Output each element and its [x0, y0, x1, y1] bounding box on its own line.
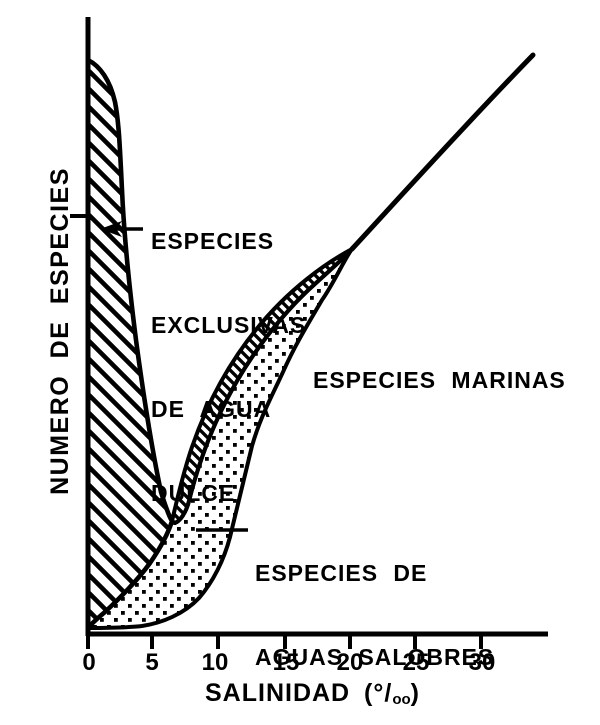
- x-axis-label: SALINIDAD (°/oo): [205, 679, 420, 711]
- x-tick-label-0: 0: [82, 649, 96, 676]
- x-axis-label-prefix: SALINIDAD (°/: [205, 679, 393, 707]
- x-axis-label-permille: oo: [392, 691, 411, 708]
- freshwater-band-upper: [170, 247, 354, 525]
- x-axis-ticks: [86, 636, 483, 649]
- brackish-annotation: ESPECIES DE AGUAS SALOBRES: [255, 503, 494, 699]
- freshwater-annotation-line3: DE AGUA: [151, 396, 272, 422]
- freshwater-annotation-line4: DULCE: [151, 480, 236, 506]
- x-tick-label-30: 30: [468, 649, 496, 676]
- brackish-annotation-line1: ESPECIES DE: [255, 560, 428, 586]
- x-axis-label-suffix: ): [410, 679, 420, 707]
- x-tick-label-20: 20: [336, 649, 364, 676]
- x-tick-label-25: 25: [402, 649, 430, 676]
- x-tick-label-10: 10: [201, 649, 229, 676]
- freshwater-annotation-line1: ESPECIES: [151, 228, 275, 254]
- y-axis-label: NUMERO DE ESPECIES: [46, 167, 74, 495]
- freshwater-annotation: ESPECIES EXCLUSIVAS DE AGUA DULCE: [151, 171, 306, 535]
- marine-annotation: ESPECIES MARINAS: [313, 367, 566, 393]
- brackish-annotation-line2: AGUAS SALOBRES: [255, 644, 495, 670]
- freshwater-arrow-icon: [100, 221, 143, 237]
- freshwater-annotation-line2: EXCLUSIVAS: [151, 312, 307, 338]
- x-tick-label-5: 5: [145, 649, 159, 676]
- freshwater-species-area: [85, 57, 175, 631]
- marine-species-curve: [349, 52, 536, 252]
- x-tick-label-15: 15: [272, 649, 300, 676]
